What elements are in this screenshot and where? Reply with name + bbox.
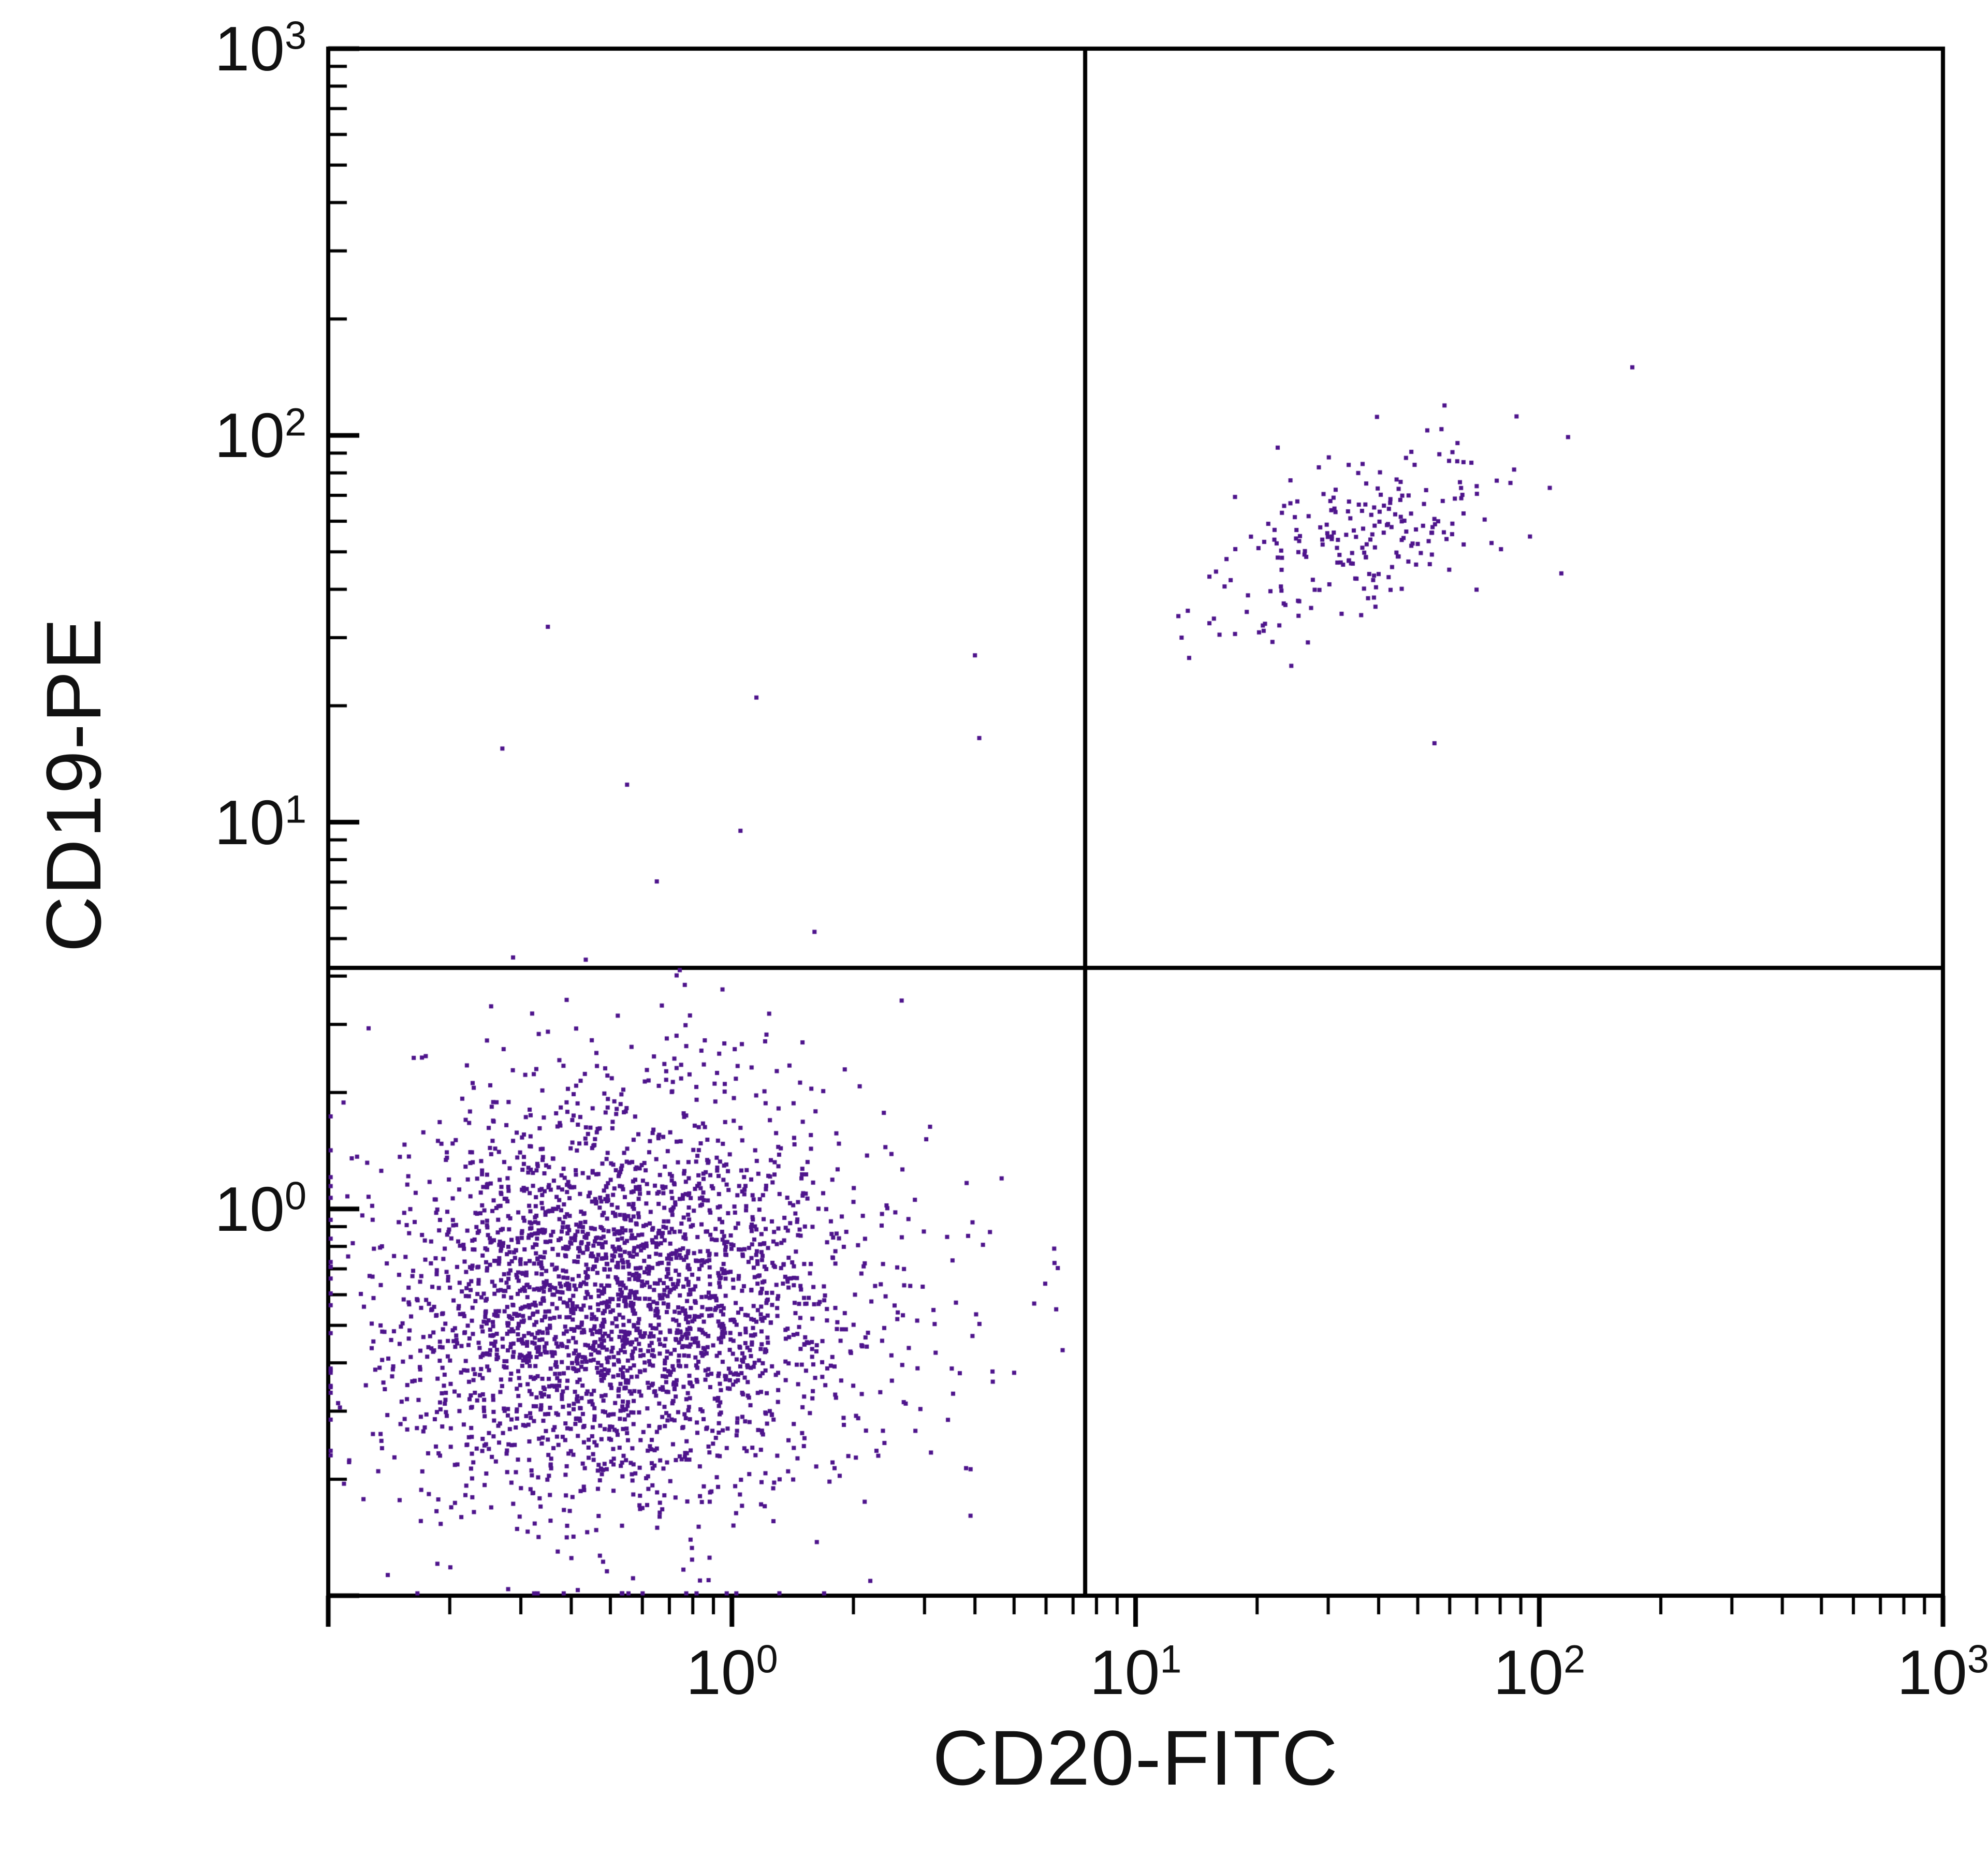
- x-axis-title: CD20-FITC: [932, 1714, 1339, 1801]
- tick-exponent: 1: [284, 787, 306, 831]
- tick-exponent: 0: [756, 1638, 778, 1682]
- tick-exponent: 0: [284, 1174, 306, 1218]
- tick-base: 10: [214, 1173, 285, 1244]
- tick-base: 10: [685, 1637, 756, 1707]
- tick-base: 10: [214, 13, 285, 84]
- tick-exponent: 3: [284, 14, 306, 58]
- x-tick-label: 102: [1493, 1636, 1585, 1709]
- tick-exponent: 2: [1563, 1638, 1586, 1682]
- x-tick-label: 101: [1090, 1636, 1182, 1709]
- tick-exponent: 1: [1160, 1638, 1182, 1682]
- tick-base: 10: [1089, 1637, 1160, 1707]
- y-tick-label: 102: [214, 399, 306, 472]
- tick-base: 10: [1897, 1637, 1967, 1707]
- tick-base: 10: [214, 400, 285, 471]
- tick-exponent: 2: [284, 401, 306, 445]
- y-tick-label: 101: [214, 786, 306, 859]
- x-tick-label: 100: [686, 1636, 778, 1709]
- tick-exponent: 3: [1967, 1638, 1988, 1682]
- y-axis-title: CD19-PE: [30, 617, 117, 952]
- x-tick-label: 103: [1897, 1636, 1988, 1709]
- y-tick-label: 103: [214, 12, 306, 85]
- tick-base: 10: [214, 787, 285, 858]
- tick-base: 10: [1493, 1637, 1564, 1707]
- y-tick-label: 100: [214, 1173, 306, 1245]
